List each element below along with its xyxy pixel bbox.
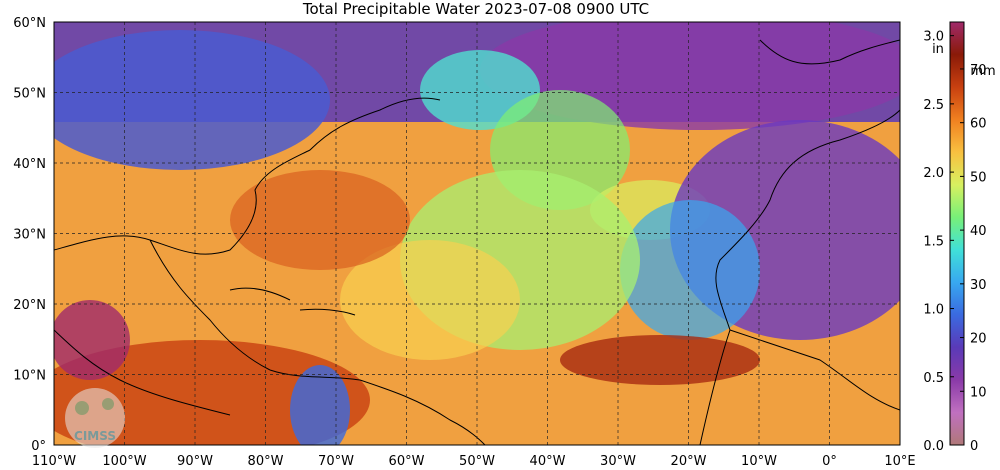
colorbar-inch-tick: 1.0 bbox=[923, 303, 944, 318]
lon-tick-label: 0° bbox=[822, 454, 837, 469]
colorbar-mm-tick: 20 bbox=[970, 332, 987, 347]
lat-tick-label: 40°N bbox=[13, 157, 46, 172]
colorbar-inch-tick: 0.5 bbox=[923, 371, 944, 386]
colorbar-mm-tick: 60 bbox=[970, 117, 987, 132]
lat-tick-label: 30°N bbox=[13, 228, 46, 243]
colorbar-mm-tick: 30 bbox=[970, 278, 987, 293]
colorbar-inch-tick: 3.0 bbox=[923, 30, 944, 45]
lon-tick-label: 20°W bbox=[671, 454, 707, 469]
colorbar-scale bbox=[949, 21, 965, 446]
colorbar-mm-tick: 10 bbox=[970, 385, 987, 400]
lon-tick-label: 10°W bbox=[741, 454, 777, 469]
colorbar-inch-tick: 2.5 bbox=[923, 98, 944, 113]
colorbar-inch-tick: 0.0 bbox=[923, 439, 944, 454]
lon-tick-label: 30°W bbox=[600, 454, 636, 469]
cimss-logo-text: CIMSS bbox=[74, 429, 116, 443]
lon-tick-label: 60°W bbox=[389, 454, 425, 469]
colorbar-mm-tick: 70 bbox=[970, 63, 987, 78]
colorbar-mm-ticks: 0 10 20 30 40 50 60 70 bbox=[960, 63, 987, 454]
colorbar-inch-ticks: 0.0 0.5 1.0 1.5 2.0 2.5 3.0 bbox=[923, 30, 954, 454]
lon-tick-label: 80°W bbox=[248, 454, 284, 469]
cimss-logo: CIMSS bbox=[65, 388, 125, 448]
lat-tick-label: 60°N bbox=[13, 16, 46, 31]
lon-tick-label: 90°W bbox=[177, 454, 213, 469]
lon-tick-label: 70°W bbox=[318, 454, 354, 469]
lon-tick-label: 110°W bbox=[32, 454, 76, 469]
colorbar-mm-unit: mm bbox=[970, 64, 995, 79]
colorbar-inch-tick: 1.5 bbox=[923, 234, 944, 249]
lon-tick-label: 100°W bbox=[102, 454, 146, 469]
lat-tick-label: 0° bbox=[31, 439, 46, 454]
lon-tick-label: 50°W bbox=[459, 454, 495, 469]
lat-axis: 0° 10°N 20°N 30°N 40°N 50°N 60°N bbox=[13, 16, 46, 454]
lon-tick-label: 40°W bbox=[530, 454, 566, 469]
colorbar: 0.0 0.5 1.0 1.5 2.0 2.5 3.0 0 10 20 30 40 50 60 70 in… bbox=[923, 21, 996, 454]
lon-tick-label: 10°E bbox=[884, 454, 915, 469]
map-frame bbox=[53, 21, 901, 446]
graticule bbox=[54, 22, 900, 445]
map-title: Total Precipitable Water 2023-07-08 0900… bbox=[302, 0, 650, 18]
tpw-field bbox=[54, 22, 900, 445]
colorbar-inch-tick: 2.0 bbox=[923, 166, 944, 181]
lat-tick-label: 20°N bbox=[13, 298, 46, 313]
lat-tick-label: 50°N bbox=[13, 87, 46, 102]
lat-tick-label: 10°N bbox=[13, 369, 46, 384]
lon-axis: 110°W 100°W 90°W 80°W 70°W 60°W 50°W 40°W 30°W 20… bbox=[32, 454, 916, 469]
colorbar-mm-tick: 0 bbox=[970, 439, 978, 454]
colorbar-mm-tick: 50 bbox=[970, 170, 987, 185]
colorbar-mm-tick: 40 bbox=[970, 224, 987, 239]
colorbar-inch-unit: in bbox=[932, 42, 944, 57]
coastlines bbox=[54, 39, 900, 445]
